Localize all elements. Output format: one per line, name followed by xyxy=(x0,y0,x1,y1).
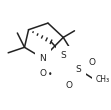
Text: CH₃: CH₃ xyxy=(96,75,110,84)
Text: S: S xyxy=(60,50,66,60)
Text: O: O xyxy=(88,58,95,67)
Text: S: S xyxy=(76,65,81,74)
Text: O: O xyxy=(39,69,46,78)
Text: •: • xyxy=(48,70,53,79)
Text: N: N xyxy=(40,54,46,63)
Text: O: O xyxy=(66,81,73,90)
